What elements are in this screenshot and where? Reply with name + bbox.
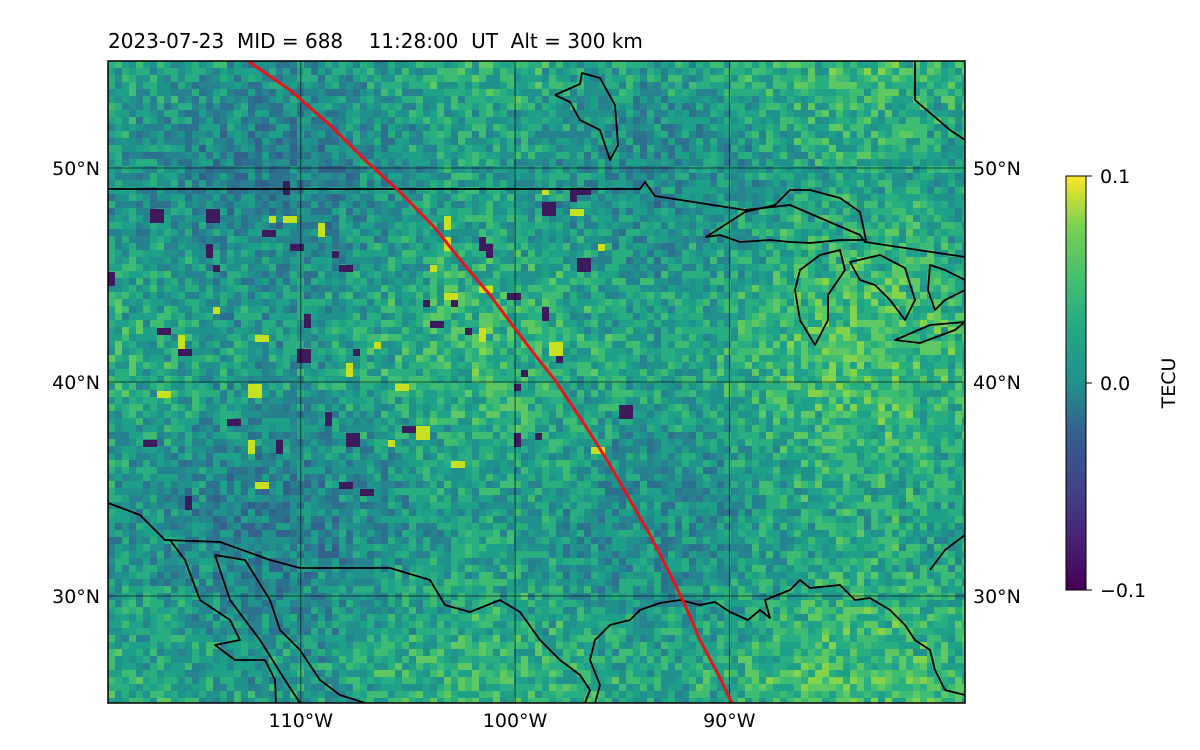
- colorbar: 0.1 0.0 −0.1 TECU: [1065, 166, 1180, 602]
- us-mexico-border: [108, 502, 591, 703]
- coastlines: [108, 61, 965, 703]
- florida-coast: [929, 534, 965, 571]
- baja-california: [169, 539, 277, 703]
- hudson-bay-coast: [554, 72, 619, 161]
- lake-erie: [894, 321, 965, 344]
- mexico-mainland-coast: [214, 554, 301, 703]
- lake-huron: [849, 254, 916, 321]
- lat-tick-label-right: 40°N: [973, 372, 1021, 394]
- lat-tick-label-right: 50°N: [973, 158, 1021, 180]
- lat-tick-label-left: 30°N: [52, 586, 100, 608]
- satellite-track: [247, 61, 734, 703]
- colorbar-gradient: [1065, 175, 1087, 591]
- map-title: 2023-07-23 MID = 688 11:28:00 UT Alt = 3…: [108, 29, 643, 53]
- lat-tick-label-left: 50°N: [52, 158, 100, 180]
- lon-tick-label: 110°W: [269, 710, 334, 732]
- colorbar-tick-label: 0.1: [1100, 166, 1130, 188]
- axis-ticks: 30°N 30°N 40°N 40°N 50°N 50°N 110°W 100°W 90°W: [52, 158, 1021, 732]
- lat-tick-label-right: 30°N: [973, 586, 1021, 608]
- gridlines: [108, 61, 965, 703]
- colorbar-tick-label: 0.0: [1100, 373, 1130, 395]
- ontario-east: [927, 264, 965, 311]
- map-frame: [107, 60, 966, 704]
- lake-michigan: [794, 249, 846, 346]
- colorbar-label: TECU: [1158, 358, 1180, 410]
- lon-tick-label: 100°W: [483, 710, 548, 732]
- lon-tick-label: 90°W: [703, 710, 756, 732]
- ontario-coast: [914, 61, 965, 141]
- lat-tick-label-left: 40°N: [52, 372, 100, 394]
- gulf-coast: [589, 579, 965, 703]
- gulf-of-california: [214, 554, 366, 703]
- lake-superior: [705, 189, 867, 244]
- colorbar-tick-label: −0.1: [1100, 580, 1146, 602]
